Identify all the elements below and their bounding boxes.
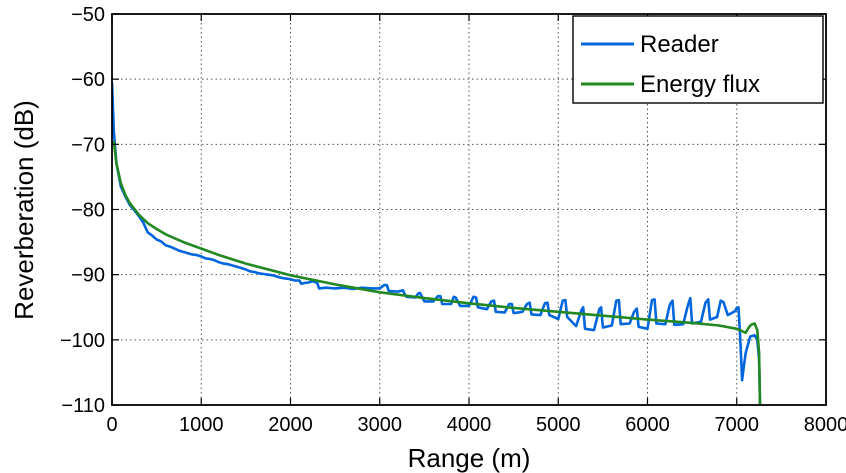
- series-line-reader: [112, 82, 762, 405]
- legend-label-energy-flux: Energy flux: [640, 71, 760, 98]
- y-tick-label: −110: [61, 395, 105, 417]
- x-axis-label: Range (m): [408, 443, 531, 473]
- legend-box: [572, 15, 824, 104]
- x-tick-label: 7000: [715, 414, 760, 436]
- ticks: 0 1000 2000 3000 4000 5000 6000 7000 8000 −110 −10…: [60, 4, 846, 436]
- y-axis-label: Reverberation (dB): [9, 100, 39, 320]
- x-tick-label: 0: [106, 414, 117, 436]
- series-line-energy-flux: [112, 140, 762, 405]
- y-tick-label: −70: [71, 134, 105, 156]
- y-tick-label: −90: [71, 265, 105, 287]
- y-tick-label: −80: [71, 200, 105, 222]
- x-tick-label: 6000: [625, 414, 670, 436]
- x-tick-label: 1000: [179, 414, 224, 436]
- y-tick-label: −50: [71, 4, 105, 26]
- x-tick-label: 5000: [536, 414, 581, 436]
- legend-label-reader: Reader: [640, 31, 719, 58]
- y-tick-label: −60: [71, 69, 105, 91]
- x-tick-label: 8000: [804, 414, 846, 436]
- legend: Reader Energy flux: [572, 15, 824, 104]
- y-tick-label: −100: [60, 330, 105, 352]
- x-tick-label: 2000: [268, 414, 313, 436]
- series-layer: [112, 82, 762, 405]
- x-tick-label: 4000: [447, 414, 492, 436]
- x-tick-label: 3000: [358, 414, 403, 436]
